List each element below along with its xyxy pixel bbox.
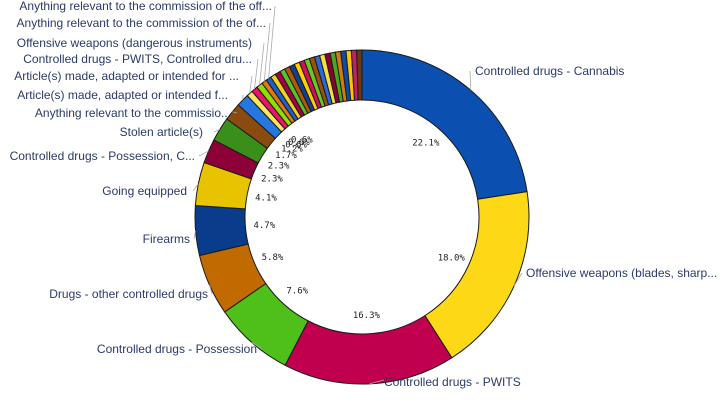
donut-slice[interactable]: [356, 49, 363, 101]
slice-percent-label: 0.6%: [285, 141, 307, 151]
label-leader-lines: [192, 5, 523, 385]
slice-category-label: Offensive weapons (blades, sharp...: [526, 266, 717, 280]
slice-percent-label: 1.2%: [281, 144, 303, 154]
slice-percent-label: 5.8%: [262, 253, 284, 263]
slice-category-label: Going equipped: [102, 184, 187, 198]
label-leader-line: [259, 42, 265, 86]
label-leader-line: [198, 150, 209, 157]
slice-category-label: Offensive weapons (dangerous instruments…: [17, 36, 252, 50]
slice-category-label: Controlled drugs - Cannabis: [475, 64, 624, 78]
slice-category-label: Anything relevant to the commissio...: [35, 106, 231, 120]
label-leader-line: [251, 341, 263, 350]
slice-category-label: Controlled drugs - Possession: [97, 342, 257, 356]
slice-category-label: Anything relevant to the commission of t…: [19, 0, 272, 13]
donut-slices: [194, 49, 530, 385]
slice-percent-label: 16.3%: [353, 311, 381, 321]
slice-category-label: Drugs - other controlled drugs: [49, 287, 208, 301]
slice-percent-label: 22.1%: [412, 139, 440, 149]
label-leader-line: [213, 128, 221, 133]
label-leader-line: [193, 230, 196, 240]
slice-percent-label: 4.7%: [253, 221, 275, 231]
label-leader-line: [469, 70, 472, 91]
slice-percent-label: 2.3%: [268, 161, 290, 171]
slice-category-label: Stolen article(s): [120, 125, 203, 139]
label-leader-line: [263, 22, 271, 82]
slice-category-label: Article(s) made, adapted or intended f..…: [17, 88, 228, 102]
slice-category-label: Article(s) made, adapted or intended for…: [14, 69, 239, 83]
label-leader-line: [192, 183, 199, 192]
label-leader-line: [254, 58, 259, 90]
slice-percent-label: 7.6%: [286, 287, 308, 297]
slice-category-label: Controlled drugs - PWITS, Controlled dru…: [23, 52, 252, 66]
label-leader-line: [249, 75, 253, 94]
slice-percent-label: 0.6%: [291, 136, 313, 146]
slice-category-label: Controlled drugs - PWITS: [384, 375, 521, 389]
slice-labels: Controlled drugs - Cannabis Offensive wea…: [10, 0, 718, 389]
percent-labels: 22.1%18.0%16.3%7.6%5.8%4.7%4.1%2.3%2.3%1…: [253, 136, 465, 321]
label-leader-line: [369, 379, 385, 385]
slice-category-label: Firearms: [143, 232, 190, 246]
label-leader-line: [513, 272, 523, 287]
slice-category-label: Anything relevant to the commission of t…: [17, 16, 266, 30]
donut-slice[interactable]: [424, 191, 530, 359]
slice-category-label: Controlled drugs - Possession, C...: [10, 149, 195, 163]
slice-percent-label: 1.7%: [275, 151, 297, 161]
label-leader-line: [232, 111, 238, 114]
donut-slice[interactable]: [284, 314, 453, 385]
slice-percent-label: 0.6%: [288, 138, 310, 148]
slice-percent-label: 18.0%: [438, 253, 466, 263]
label-leader-line: [209, 284, 213, 295]
slice-percent-label: 4.1%: [255, 193, 277, 203]
slice-percent-label: 2.3%: [261, 174, 283, 184]
label-leader-line: [268, 5, 276, 79]
